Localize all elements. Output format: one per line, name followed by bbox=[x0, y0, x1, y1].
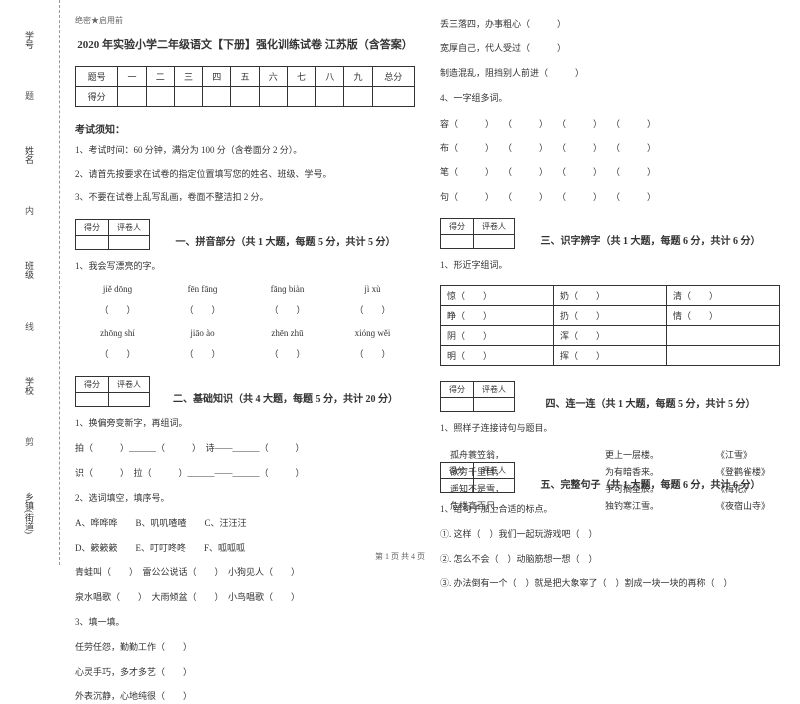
binding-field: 学号 bbox=[23, 31, 36, 49]
left-column: 绝密★启用前 2020 年实验小学二年级语文【下册】强化训练试卷 江苏版（含答案… bbox=[75, 15, 415, 560]
fill-line: 制造混乱，阻挡别人前进（ ） bbox=[440, 66, 780, 80]
fill-line: 心灵手巧，多才多艺（ ） bbox=[75, 665, 415, 679]
fill-line: ①. 这样（ ）我们一起玩游戏吧（ ） bbox=[440, 527, 780, 541]
q-text: 2、选词填空，填序号。 bbox=[75, 491, 415, 505]
fill-line: 笔（ ） （ ） （ ） （ ） bbox=[440, 165, 780, 179]
binding-marker: 线 bbox=[23, 322, 36, 335]
fill-line: 布（ ） （ ） （ ） （ ） bbox=[440, 141, 780, 155]
fill-line: 识（ ） 拉（ ）______——______（ ） bbox=[75, 466, 415, 480]
fill-line: 拍（ ）______（ ） 诗——______（ ） bbox=[75, 441, 415, 455]
fill-line: 句（ ） （ ） （ ） （ ） bbox=[440, 190, 780, 204]
section-4-head: 得分评卷人 四、连一连（共 1 大题，每题 5 分，共计 5 分） bbox=[440, 381, 780, 412]
binding-field: 班级 bbox=[23, 261, 36, 279]
q-text: 1、我会写漂亮的字。 bbox=[75, 259, 415, 273]
fill-line: 丢三落四，办事粗心（ ） bbox=[440, 17, 780, 31]
notice-item: 1、考试时间：60 分钟，满分为 100 分（含卷面分 2 分）。 bbox=[75, 144, 415, 158]
match-right: 《江雪》《登鹳雀楼》《梅花》《夜宿山寺》 bbox=[716, 447, 770, 515]
score-mini-table: 得分评卷人 bbox=[440, 218, 515, 249]
answer-row: （ ）（ ）（ ）（ ） bbox=[75, 303, 415, 316]
q-text: 1、照样子连接诗句与题目。 bbox=[440, 421, 780, 435]
secret-label: 绝密★启用前 bbox=[75, 15, 415, 26]
fill-line: 外表沉静，心地纯很（ ） bbox=[75, 689, 415, 703]
binding-field: 乡镇(街道) bbox=[23, 492, 36, 534]
section-2-head: 得分评卷人 二、基础知识（共 4 大题，每题 5 分，共计 20 分） bbox=[75, 376, 415, 407]
binding-field: 姓名 bbox=[23, 146, 36, 164]
fill-line: 青蛙叫（ ） 雷公公说话（ ） 小狗见人（ ） bbox=[75, 565, 415, 579]
notice-title: 考试须知： bbox=[75, 121, 415, 136]
section-3-head: 得分评卷人 三、识字辨字（共 1 大题，每题 6 分，共计 6 分） bbox=[440, 218, 780, 249]
q-text: 3、填一填。 bbox=[75, 615, 415, 629]
q-text: 1、换偏旁变新字，再组词。 bbox=[75, 416, 415, 430]
page-footer: 第 1 页 共 4 页 bbox=[0, 551, 800, 562]
section-3-title: 三、识字辨字（共 1 大题，每题 6 分，共计 6 分） bbox=[521, 232, 780, 249]
notice-item: 2、请首先按要求在试卷的指定位置填写您的姓名、班级、学号。 bbox=[75, 168, 415, 182]
fill-line: 容（ ） （ ） （ ） （ ） bbox=[440, 117, 780, 131]
section-2-title: 二、基础知识（共 4 大题，每题 5 分，共计 20 分） bbox=[156, 390, 415, 407]
q-text: 4、一字组多词。 bbox=[440, 91, 780, 105]
pinyin-row: jiě dōnɡfēn fānɡfānɡ biànjì xù bbox=[75, 284, 415, 294]
q-text: 1、形近字组词。 bbox=[440, 258, 780, 272]
fill-line: ③. 办法倒有一个（ ）就是把大象宰了（ ）割成一块一块的再称（ ） bbox=[440, 576, 780, 590]
binding-marker: 剪 bbox=[23, 437, 36, 450]
section-1-title: 一、拼音部分（共 1 大题，每题 5 分，共计 5 分） bbox=[156, 233, 415, 250]
section-1-head: 得分评卷人 一、拼音部分（共 1 大题，每题 5 分，共计 5 分） bbox=[75, 219, 415, 250]
fill-line: 任劳任怨，勤勤工作（ ） bbox=[75, 640, 415, 654]
notice-item: 3、不要在试卷上乱写乱画，卷面不整洁扣 2 分。 bbox=[75, 191, 415, 205]
section-4-title: 四、连一连（共 1 大题，每题 5 分，共计 5 分） bbox=[521, 395, 780, 412]
score-mini-table: 得分评卷人 bbox=[75, 376, 150, 407]
score-mini-table: 得分评卷人 bbox=[75, 219, 150, 250]
exam-title: 2020 年实验小学二年级语文【下册】强化训练试卷 江苏版（含答案） bbox=[75, 36, 415, 52]
score-table: 题号一二三四五六七八九总分 得分 bbox=[75, 66, 415, 107]
score-mini-table: 得分评卷人 bbox=[440, 381, 515, 412]
pinyin-row: zhōnɡ shíjiāo àozhēn zhūxiónɡ wěi bbox=[75, 328, 415, 338]
options: A、哗哗哗 B、叽叽喳喳 C、汪汪汪 bbox=[75, 516, 415, 530]
binding-marker: 内 bbox=[23, 206, 36, 219]
char-table: 惊（ ）奶（ ）清（ ） 睁（ ）扔（ ）情（ ） 阴（ ）浑（ ） 明（ ）挥… bbox=[440, 285, 780, 366]
binding-margin: 学号 题 姓名 内 班级 线 学校 剪 乡镇(街道) bbox=[0, 0, 60, 565]
match-mid: 更上一层楼。为有暗香来。手可摘星辰。独钓寒江雪。 bbox=[605, 447, 659, 515]
answer-row: （ ）（ ）（ ）（ ） bbox=[75, 347, 415, 360]
right-column: 丢三落四，办事粗心（ ） 宽厚自己，代人受过（ ） 制造混乱，阻挡别人前进（ ）… bbox=[440, 15, 780, 560]
fill-line: 泉水唱歌（ ） 大雨倾盆（ ） 小鸟唱歌（ ） bbox=[75, 590, 415, 604]
binding-marker: 题 bbox=[23, 91, 36, 104]
match-left: 孤舟蓑笠翁，欲穷千里目，遥知不是雪，危楼高百尺， bbox=[450, 447, 504, 515]
binding-field: 学校 bbox=[23, 377, 36, 395]
fill-line: 宽厚自己，代人受过（ ） bbox=[440, 41, 780, 55]
